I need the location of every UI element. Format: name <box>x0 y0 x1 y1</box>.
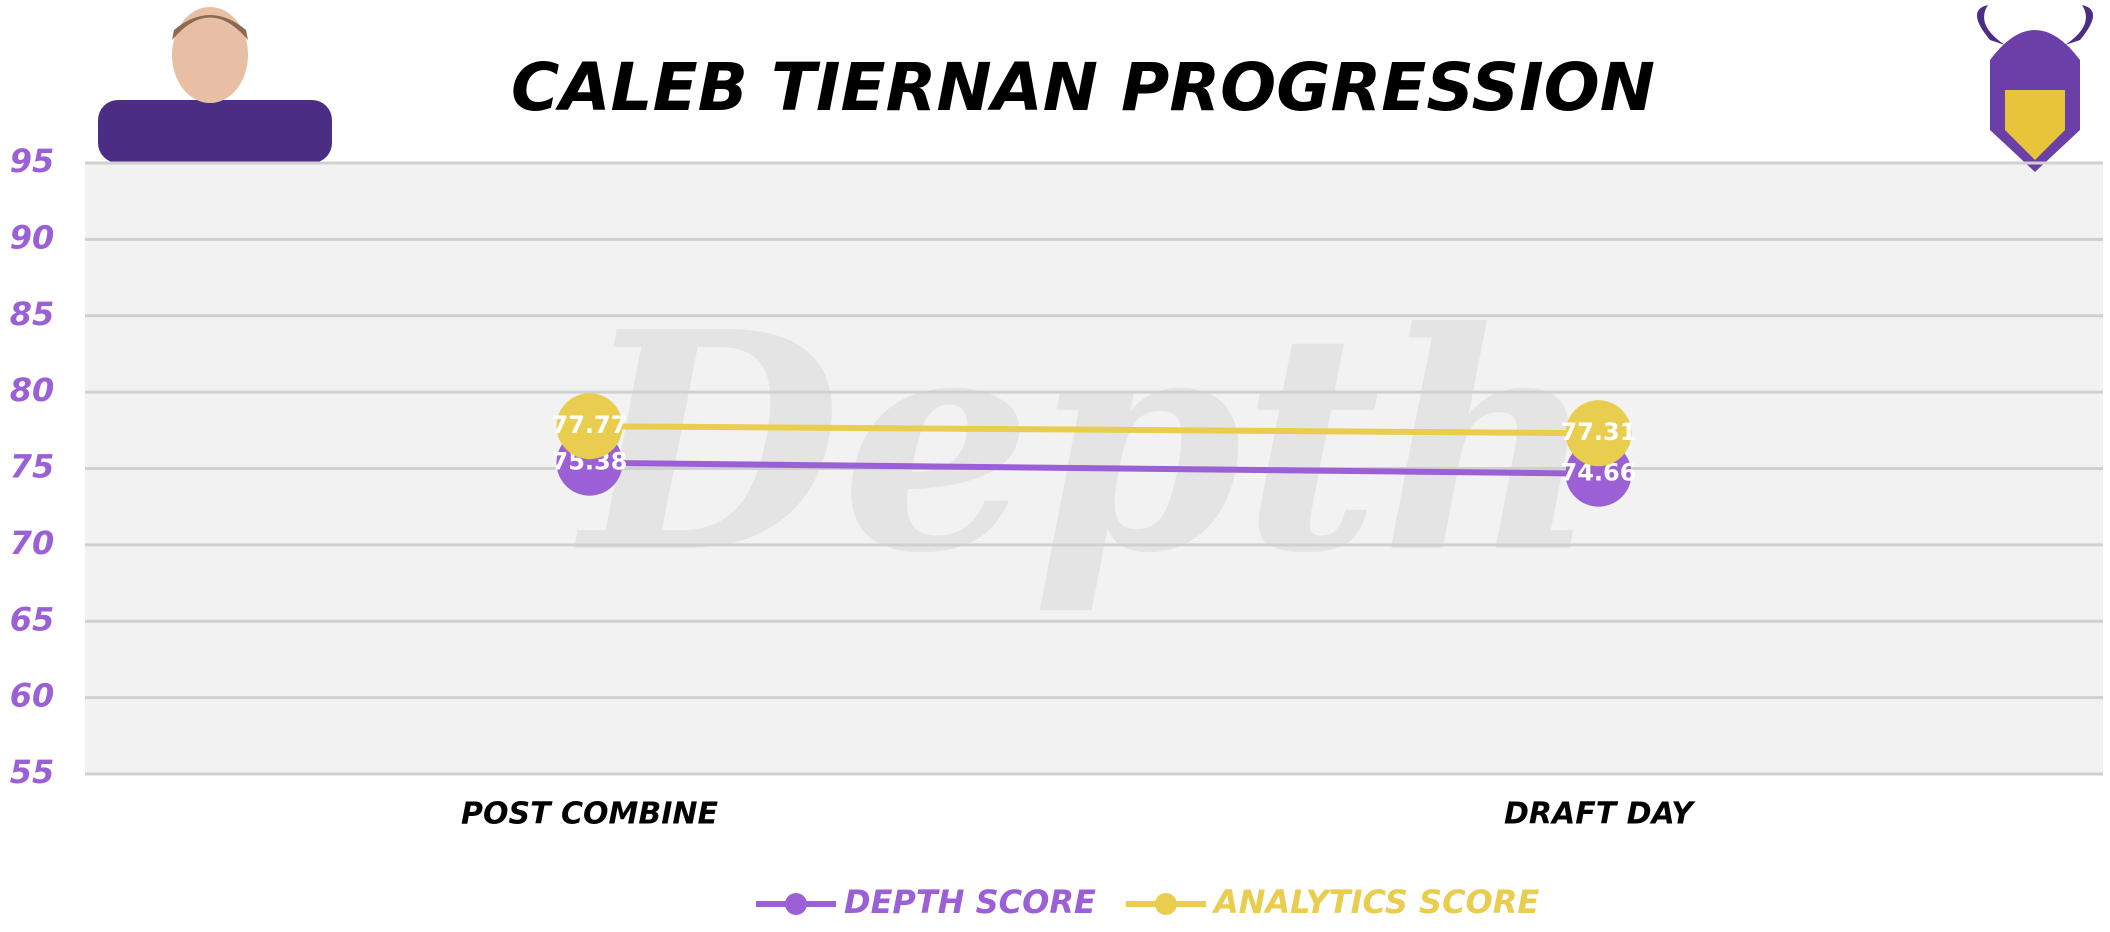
y-tick-label: 55 <box>10 753 55 791</box>
y-tick-label: 80 <box>10 371 55 409</box>
y-tick-label: 95 <box>10 142 55 180</box>
player-photo <box>98 7 332 163</box>
chart-title: CALEB TIERNAN PROGRESSION <box>511 49 1655 126</box>
series-line <box>589 423 1599 437</box>
watermark: Depth <box>572 266 1599 619</box>
y-tick-label: 60 <box>10 677 55 715</box>
x-tick-label: DRAFT DAY <box>1504 797 1696 832</box>
head <box>172 7 248 103</box>
data-label: 77.31 <box>1561 418 1637 446</box>
data-label: 77.77 <box>552 411 628 439</box>
team-logo <box>1976 5 2094 172</box>
data-point <box>556 393 623 460</box>
horn-left <box>1976 5 2005 45</box>
horn-right <box>2065 5 2094 45</box>
series-line <box>589 459 1599 477</box>
legend-label: DEPTH SCORE <box>844 883 1096 921</box>
y-tick-label: 90 <box>10 218 55 256</box>
y-tick-label: 70 <box>10 524 55 562</box>
data-point <box>1565 400 1632 467</box>
jersey <box>98 100 332 163</box>
y-tick-label: 65 <box>10 600 55 638</box>
y-tick-label: 85 <box>10 295 55 333</box>
legend-label: ANALYTICS SCORE <box>1211 883 1540 921</box>
beard <box>2005 90 2065 160</box>
y-tick-label: 75 <box>10 448 55 486</box>
legend-marker <box>785 893 807 915</box>
x-tick-label: POST COMBINE <box>461 797 719 832</box>
hair <box>172 15 248 40</box>
legend-marker <box>1154 893 1177 915</box>
